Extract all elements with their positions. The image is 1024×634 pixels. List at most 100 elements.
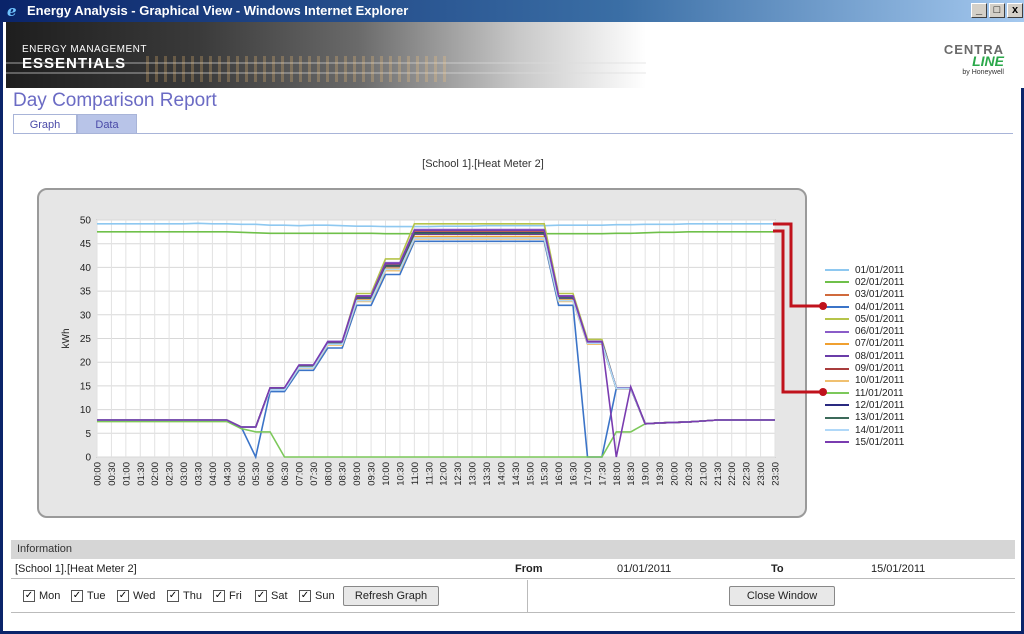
checkbox-fri[interactable]: ✓ — [213, 590, 225, 602]
legend-swatch — [825, 429, 849, 431]
chart-legend: 01/01/2011 02/01/2011 03/01/2011 04/01/2011… — [825, 264, 904, 448]
x-tick-label: 13:30 — [482, 462, 493, 486]
checkbox-tue[interactable]: ✓ — [71, 590, 83, 602]
logo-text-centra: CENTRA — [943, 42, 1004, 57]
x-tick-label: 12:30 — [453, 462, 464, 486]
y-tick-label: 40 — [80, 263, 92, 274]
day-filter-sat[interactable]: ✓ Sat — [255, 590, 288, 602]
bottom-divider — [11, 612, 1015, 613]
legend-label: 07/01/2011 — [855, 338, 905, 350]
checkbox-sun[interactable]: ✓ — [299, 590, 311, 602]
x-tick-label: 00:30 — [107, 462, 118, 486]
legend-label: 08/01/2011 — [855, 350, 905, 362]
brand-subtitle: ENERGY MANAGEMENT — [22, 44, 147, 55]
legend-swatch — [825, 269, 849, 272]
minimize-button[interactable]: _ — [971, 3, 987, 18]
centraline-logo: CENTRA LINE by Honeywell — [944, 42, 1004, 76]
x-tick-label: 13:00 — [468, 462, 479, 486]
x-tick-label: 00:00 — [93, 462, 104, 486]
x-tick-label: 03:30 — [193, 462, 204, 486]
checkbox-wed[interactable]: ✓ — [117, 590, 129, 602]
internet-explorer-icon: e — [7, 2, 17, 20]
marker-dot-upper — [819, 302, 827, 310]
x-tick-label: 21:30 — [713, 462, 724, 486]
information-row: [School 1].[Heat Meter 2] From 01/01/201… — [11, 561, 1015, 577]
x-tick-label: 16:00 — [554, 462, 565, 486]
day-filter-sun[interactable]: ✓ Sun — [299, 590, 335, 602]
x-tick-label: 10:30 — [395, 462, 406, 486]
city-lights-decoration — [146, 56, 446, 82]
marker-line-lower — [773, 229, 821, 394]
x-tick-label: 22:00 — [727, 462, 738, 486]
divider-line — [11, 578, 1015, 579]
city-night-photo — [6, 22, 646, 88]
tab-graph[interactable]: Graph — [13, 114, 77, 134]
x-tick-label: 20:00 — [670, 462, 681, 486]
day-filter-thu[interactable]: ✓ Thu — [167, 590, 202, 602]
legend-item: 03/01/2011 — [825, 289, 904, 301]
day-filter-controls: ✓ Mon ✓ Tue ✓ Wed ✓ Thu ✓ Fri ✓ Sat ✓ Su… — [11, 584, 527, 612]
legend-swatch — [825, 281, 849, 284]
view-tabs: Graph Data — [13, 114, 137, 134]
y-tick-label: 35 — [80, 287, 92, 298]
x-tick-label: 10:00 — [381, 462, 392, 486]
legend-item: 11/01/2011 — [825, 387, 904, 399]
legend-item: 10/01/2011 — [825, 375, 904, 387]
x-tick-label: 04:30 — [222, 462, 233, 486]
day-filter-tue[interactable]: ✓ Tue — [71, 590, 106, 602]
x-tick-label: 07:00 — [294, 462, 305, 486]
x-tick-label: 06:00 — [266, 462, 277, 486]
x-tick-label: 01:00 — [121, 462, 132, 486]
x-tick-label: 19:00 — [641, 462, 652, 486]
x-tick-label: 01:30 — [136, 462, 147, 486]
refresh-graph-button[interactable]: Refresh Graph — [343, 586, 439, 606]
legend-label: 11/01/2011 — [855, 387, 904, 399]
tab-data[interactable]: Data — [77, 114, 137, 134]
y-tick-label: 0 — [85, 453, 91, 464]
legend-swatch — [825, 367, 849, 370]
legend-label: 01/01/2011 — [855, 264, 905, 276]
logo-text-by: by Honeywell — [962, 69, 1004, 76]
line-chart: 0 5 10 15 20 25 30 35 40 45 50 00:00 00:30 01:00 01:30… — [61, 216, 782, 486]
y-tick-label: 15 — [80, 381, 92, 392]
x-tick-label: 09:30 — [367, 462, 378, 486]
y-axis-label: kWh — [61, 329, 72, 349]
close-window-button[interactable]: x — [1007, 3, 1023, 18]
day-filter-wed[interactable]: ✓ Wed — [117, 590, 155, 602]
x-tick-label: 17:00 — [583, 462, 594, 486]
meter-source: [School 1].[Heat Meter 2] — [15, 563, 137, 575]
day-label-tue: Tue — [87, 590, 106, 602]
page-title: Day Comparison Report — [13, 90, 217, 111]
y-tick-label: 25 — [80, 334, 92, 345]
header-banner: ENERGY MANAGEMENT ESSENTIALS CENTRA LINE… — [6, 22, 1024, 88]
day-label-wed: Wed — [133, 590, 156, 602]
checkbox-thu[interactable]: ✓ — [167, 590, 179, 602]
logo-text-line: LINE — [972, 53, 1004, 69]
legend-swatch — [825, 379, 849, 382]
legend-item: 09/01/2011 — [825, 362, 904, 374]
information-header: Information — [11, 540, 1015, 559]
checkbox-sat[interactable]: ✓ — [255, 590, 267, 602]
legend-item: 14/01/2011 — [825, 424, 904, 436]
chart-title: [School 1].[Heat Meter 2] — [422, 158, 544, 170]
maximize-button[interactable]: □ — [989, 3, 1005, 18]
day-label-sat: Sat — [271, 590, 288, 602]
checkbox-mon[interactable]: ✓ — [23, 590, 35, 602]
legend-item: 15/01/2011 — [825, 436, 904, 448]
x-tick-label: 05:30 — [251, 462, 262, 486]
x-tick-label: 18:30 — [626, 462, 637, 486]
close-window-link-button[interactable]: Close Window — [729, 586, 835, 606]
x-tick-label: 19:30 — [655, 462, 666, 486]
x-tick-label: 09:00 — [352, 462, 363, 486]
legend-item: 12/01/2011 — [825, 399, 904, 411]
day-filter-fri[interactable]: ✓ Fri — [213, 590, 242, 602]
day-filter-mon[interactable]: ✓ Mon — [23, 590, 60, 602]
window-controls: _ □ x — [971, 3, 1023, 18]
legend-swatch — [825, 318, 849, 321]
railing-decoration — [6, 72, 646, 74]
legend-item: 06/01/2011 — [825, 325, 904, 337]
y-tick-label: 45 — [80, 239, 92, 250]
legend-item: 07/01/2011 — [825, 338, 904, 350]
legend-item: 13/01/2011 — [825, 412, 904, 424]
